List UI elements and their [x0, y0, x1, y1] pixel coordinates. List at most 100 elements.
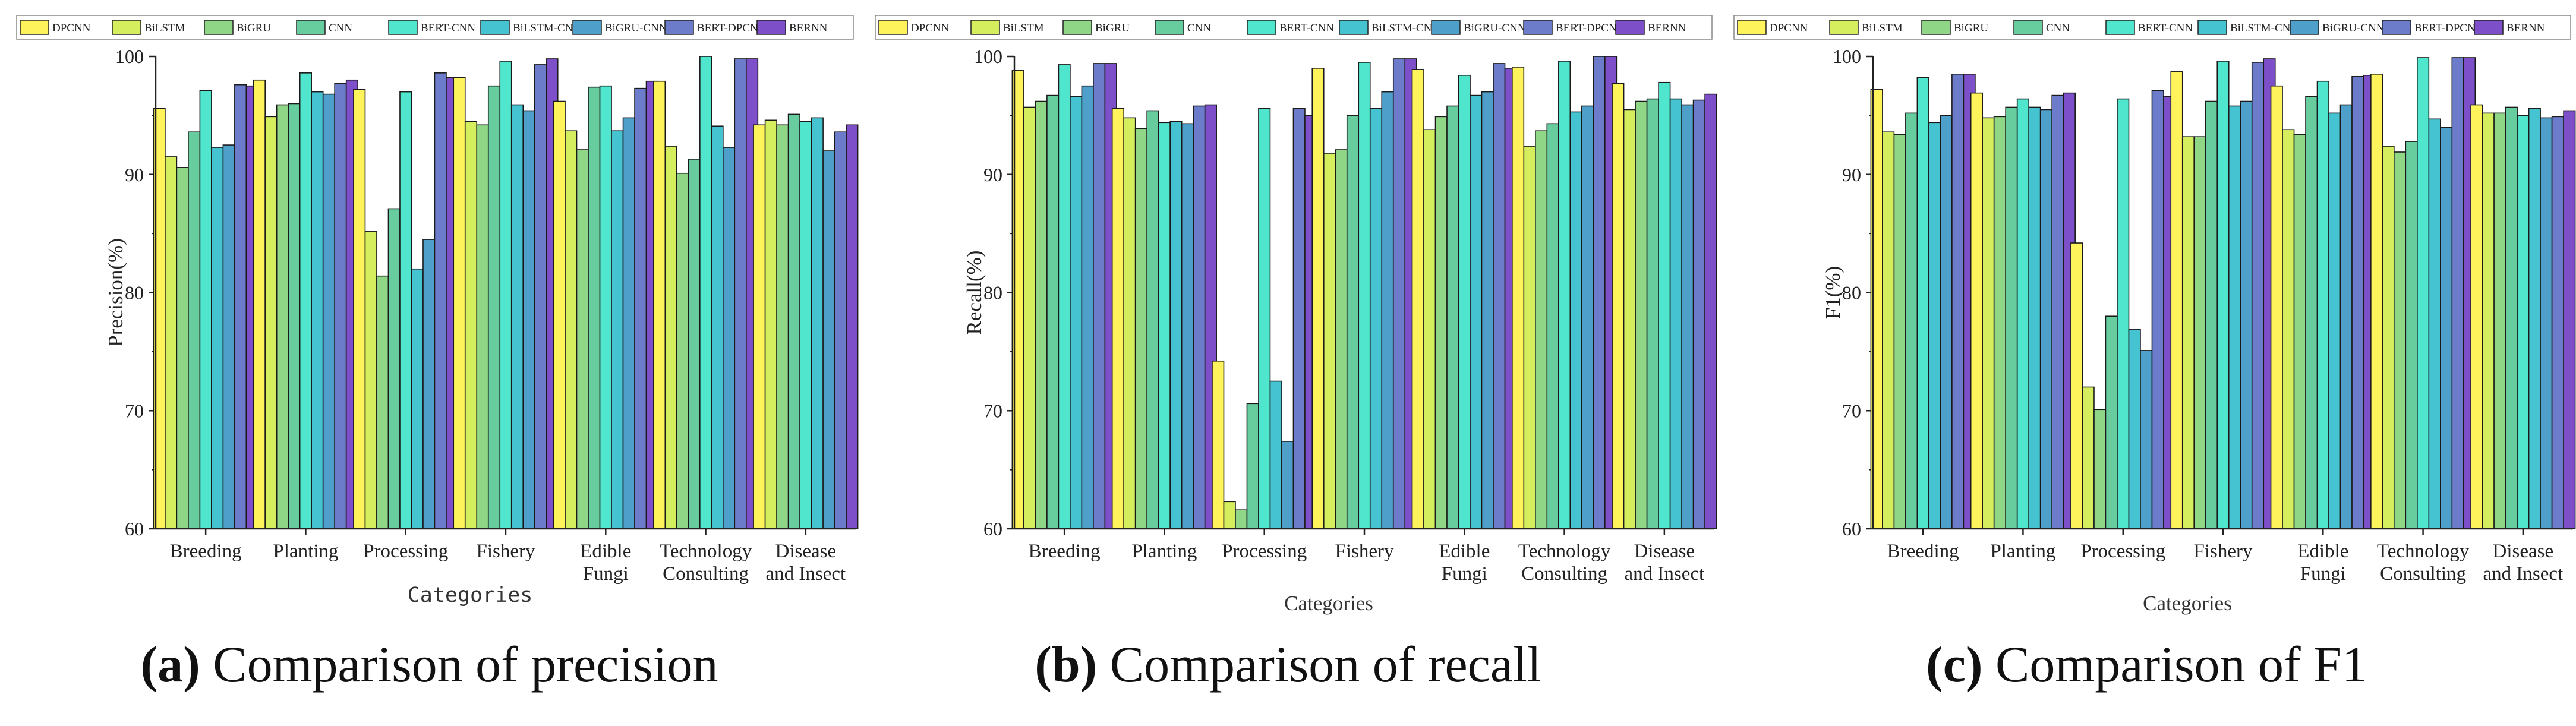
bar-bert-dpcnn-disease-and-insect [2551, 116, 2564, 529]
bar-bigru-edible-fungi [576, 149, 589, 529]
bars [1870, 57, 2576, 529]
x-tick-label: Fishery [1335, 541, 1395, 562]
legend-label: DPCNN [1770, 22, 1808, 34]
chart-panel-f1: DPCNN BiLSTM BiGRU CNN BERT-CNN BiLSTM-CNN BiG… [1717, 0, 2576, 726]
bar-bert-cnn-technology-consulting [1558, 61, 1571, 529]
y-tick-label: 90 [983, 164, 1002, 185]
bar-bert-cnn-disease-and-insect [799, 121, 812, 529]
y-axis-title: Precision(%) [104, 238, 127, 347]
bar-bert-dpcnn-edible-fungi [634, 87, 647, 529]
bar-cnn-breeding [188, 131, 201, 529]
bar-bilstm-cnn-planting [311, 91, 324, 529]
caption-recall: (b) Comparison of recall [859, 635, 1717, 694]
bar-cnn-planting [2005, 106, 2018, 529]
bar-bilstm-edible-fungi [2282, 129, 2295, 529]
bar-bilstm-technology-consulting [2382, 146, 2395, 529]
legend-item-bert-dpcnn: BERT-DPCNN [2382, 20, 2484, 35]
x-tick-label: Breeding [1029, 541, 1101, 562]
y-tick-label: 70 [125, 400, 144, 421]
bar-bigru-disease-and-insect [776, 124, 789, 529]
bar-bilstm-cnn-planting [2028, 106, 2041, 529]
legend-swatch [1921, 20, 1951, 35]
bar-cnn-planting [1146, 110, 1159, 529]
legend-swatch [878, 20, 908, 35]
bar-bert-dpcnn-edible-fungi [2351, 75, 2364, 529]
bar-bilstm-technology-consulting [664, 146, 677, 529]
bar-dpcnn-processing [2070, 242, 2083, 529]
bar-bigru-cnn-breeding [1081, 85, 1094, 529]
bar-bert-dpcnn-breeding [1093, 63, 1106, 529]
y-tick-label: 90 [1842, 164, 1861, 185]
chart-svg-recall: DPCNN BiLSTM BiGRU CNN BERT-CNN BiLSTM-CNN BiG… [875, 15, 1717, 615]
bar-bigru-cnn-planting [2039, 109, 2052, 529]
bar-bert-cnn-fishery [2216, 61, 2230, 529]
bar-dpcnn-fishery [1311, 68, 1325, 529]
bar-cnn-fishery [2205, 100, 2218, 529]
bar-bilstm-fishery [2181, 136, 2195, 529]
bar-bilstm-breeding [1023, 106, 1036, 529]
bar-bert-cnn-technology-consulting [2417, 57, 2430, 529]
bar-bigru-planting [1134, 128, 1147, 529]
bar-bilstm-planting [1123, 117, 1136, 529]
chart-panel-recall: DPCNN BiLSTM BiGRU CNN BERT-CNN BiLSTM-CNN BiG… [859, 0, 1717, 726]
legend-label: BiLSTM-CNN [2230, 22, 2298, 34]
legend-swatch [572, 20, 602, 35]
bar-bert-dpcnn-planting [1193, 105, 1206, 529]
caption-letter: (b) [1035, 636, 1098, 693]
bar-dpcnn-disease-and-insect [753, 124, 766, 529]
legend-swatch [970, 20, 1000, 35]
legend-swatch [20, 20, 49, 35]
legend-item-cnn: CNN [2013, 20, 2070, 35]
bar-cnn-edible-fungi [2305, 96, 2318, 529]
x-tick-label: Disease and Insect [1625, 541, 1705, 585]
bar-bigru-cnn-technology-consulting [2440, 127, 2453, 529]
bar-bigru-fishery [2193, 136, 2206, 529]
legend-label: BiGRU [1954, 22, 1988, 34]
legend-item-bilstm-cnn: BiLSTM-CNN [2197, 20, 2298, 35]
legend-label: BiLSTM-CNN [513, 22, 581, 34]
bar-bigru-cnn-disease-and-insect [2540, 117, 2553, 529]
bar-bilstm-cnn-fishery [510, 104, 524, 529]
legend-item-bilstm: BiLSTM [112, 20, 185, 35]
caption-text: Comparison of recall [1097, 636, 1541, 693]
bar-bert-dpcnn-fishery [2251, 62, 2265, 529]
bar-bert-dpcnn-processing [2151, 90, 2164, 529]
bar-bert-dpcnn-planting [334, 83, 347, 529]
bar-bert-cnn-processing [2117, 98, 2130, 529]
legend-frame [1733, 15, 2571, 40]
legend-swatch [1829, 20, 1859, 35]
bar-bigru-technology-consulting [676, 172, 689, 529]
legend-item-bigru: BiGRU [204, 20, 271, 35]
bar-dpcnn-edible-fungi [1411, 69, 1424, 529]
legend-item-bigru-cnn: BiGRU-CNN [1431, 20, 1526, 35]
bar-bigru-cnn-breeding [222, 144, 235, 529]
bar-bert-dpcnn-planting [2051, 94, 2064, 529]
legend-item-cnn: CNN [1155, 20, 1211, 35]
caption-text: Comparison of F1 [1982, 636, 2367, 693]
bar-bert-dpcnn-disease-and-insect [1692, 99, 1705, 529]
caption-letter: (a) [140, 636, 200, 693]
bar-bigru-cnn-disease-and-insect [822, 150, 835, 529]
bar-bigru-processing [1235, 509, 1248, 529]
legend-swatch [112, 20, 141, 35]
bar-bigru-fishery [476, 124, 489, 529]
bar-bigru-disease-and-insect [1635, 100, 1648, 529]
y-axis-title: F1(%) [1821, 266, 1844, 319]
x-axis-title: Categories [2143, 592, 2232, 615]
legend-swatch [756, 20, 786, 35]
bar-bigru-edible-fungi [1434, 116, 1448, 529]
y-tick-label: 70 [1842, 400, 1861, 421]
bar-bilstm-disease-and-insect [764, 119, 777, 529]
bar-bigru-processing [2093, 409, 2107, 529]
bar-cnn-breeding [1905, 112, 1918, 529]
x-tick-label: Edible Fungi [2297, 541, 2348, 585]
legend-item-bernn: BERNN [756, 20, 828, 35]
bar-dpcnn-processing [1212, 360, 1225, 529]
bar-bigru-cnn-technology-consulting [723, 147, 736, 529]
bar-cnn-technology-consulting [2405, 141, 2418, 529]
x-tick-label: Edible Fungi [580, 541, 631, 585]
legend-frame [875, 15, 1713, 40]
chart-svg-f1: DPCNN BiLSTM BiGRU CNN BERT-CNN BiLSTM-CNN BiG… [1733, 15, 2576, 615]
bar-bigru-cnn-fishery [1381, 91, 1394, 529]
legend-swatch [1431, 20, 1461, 35]
